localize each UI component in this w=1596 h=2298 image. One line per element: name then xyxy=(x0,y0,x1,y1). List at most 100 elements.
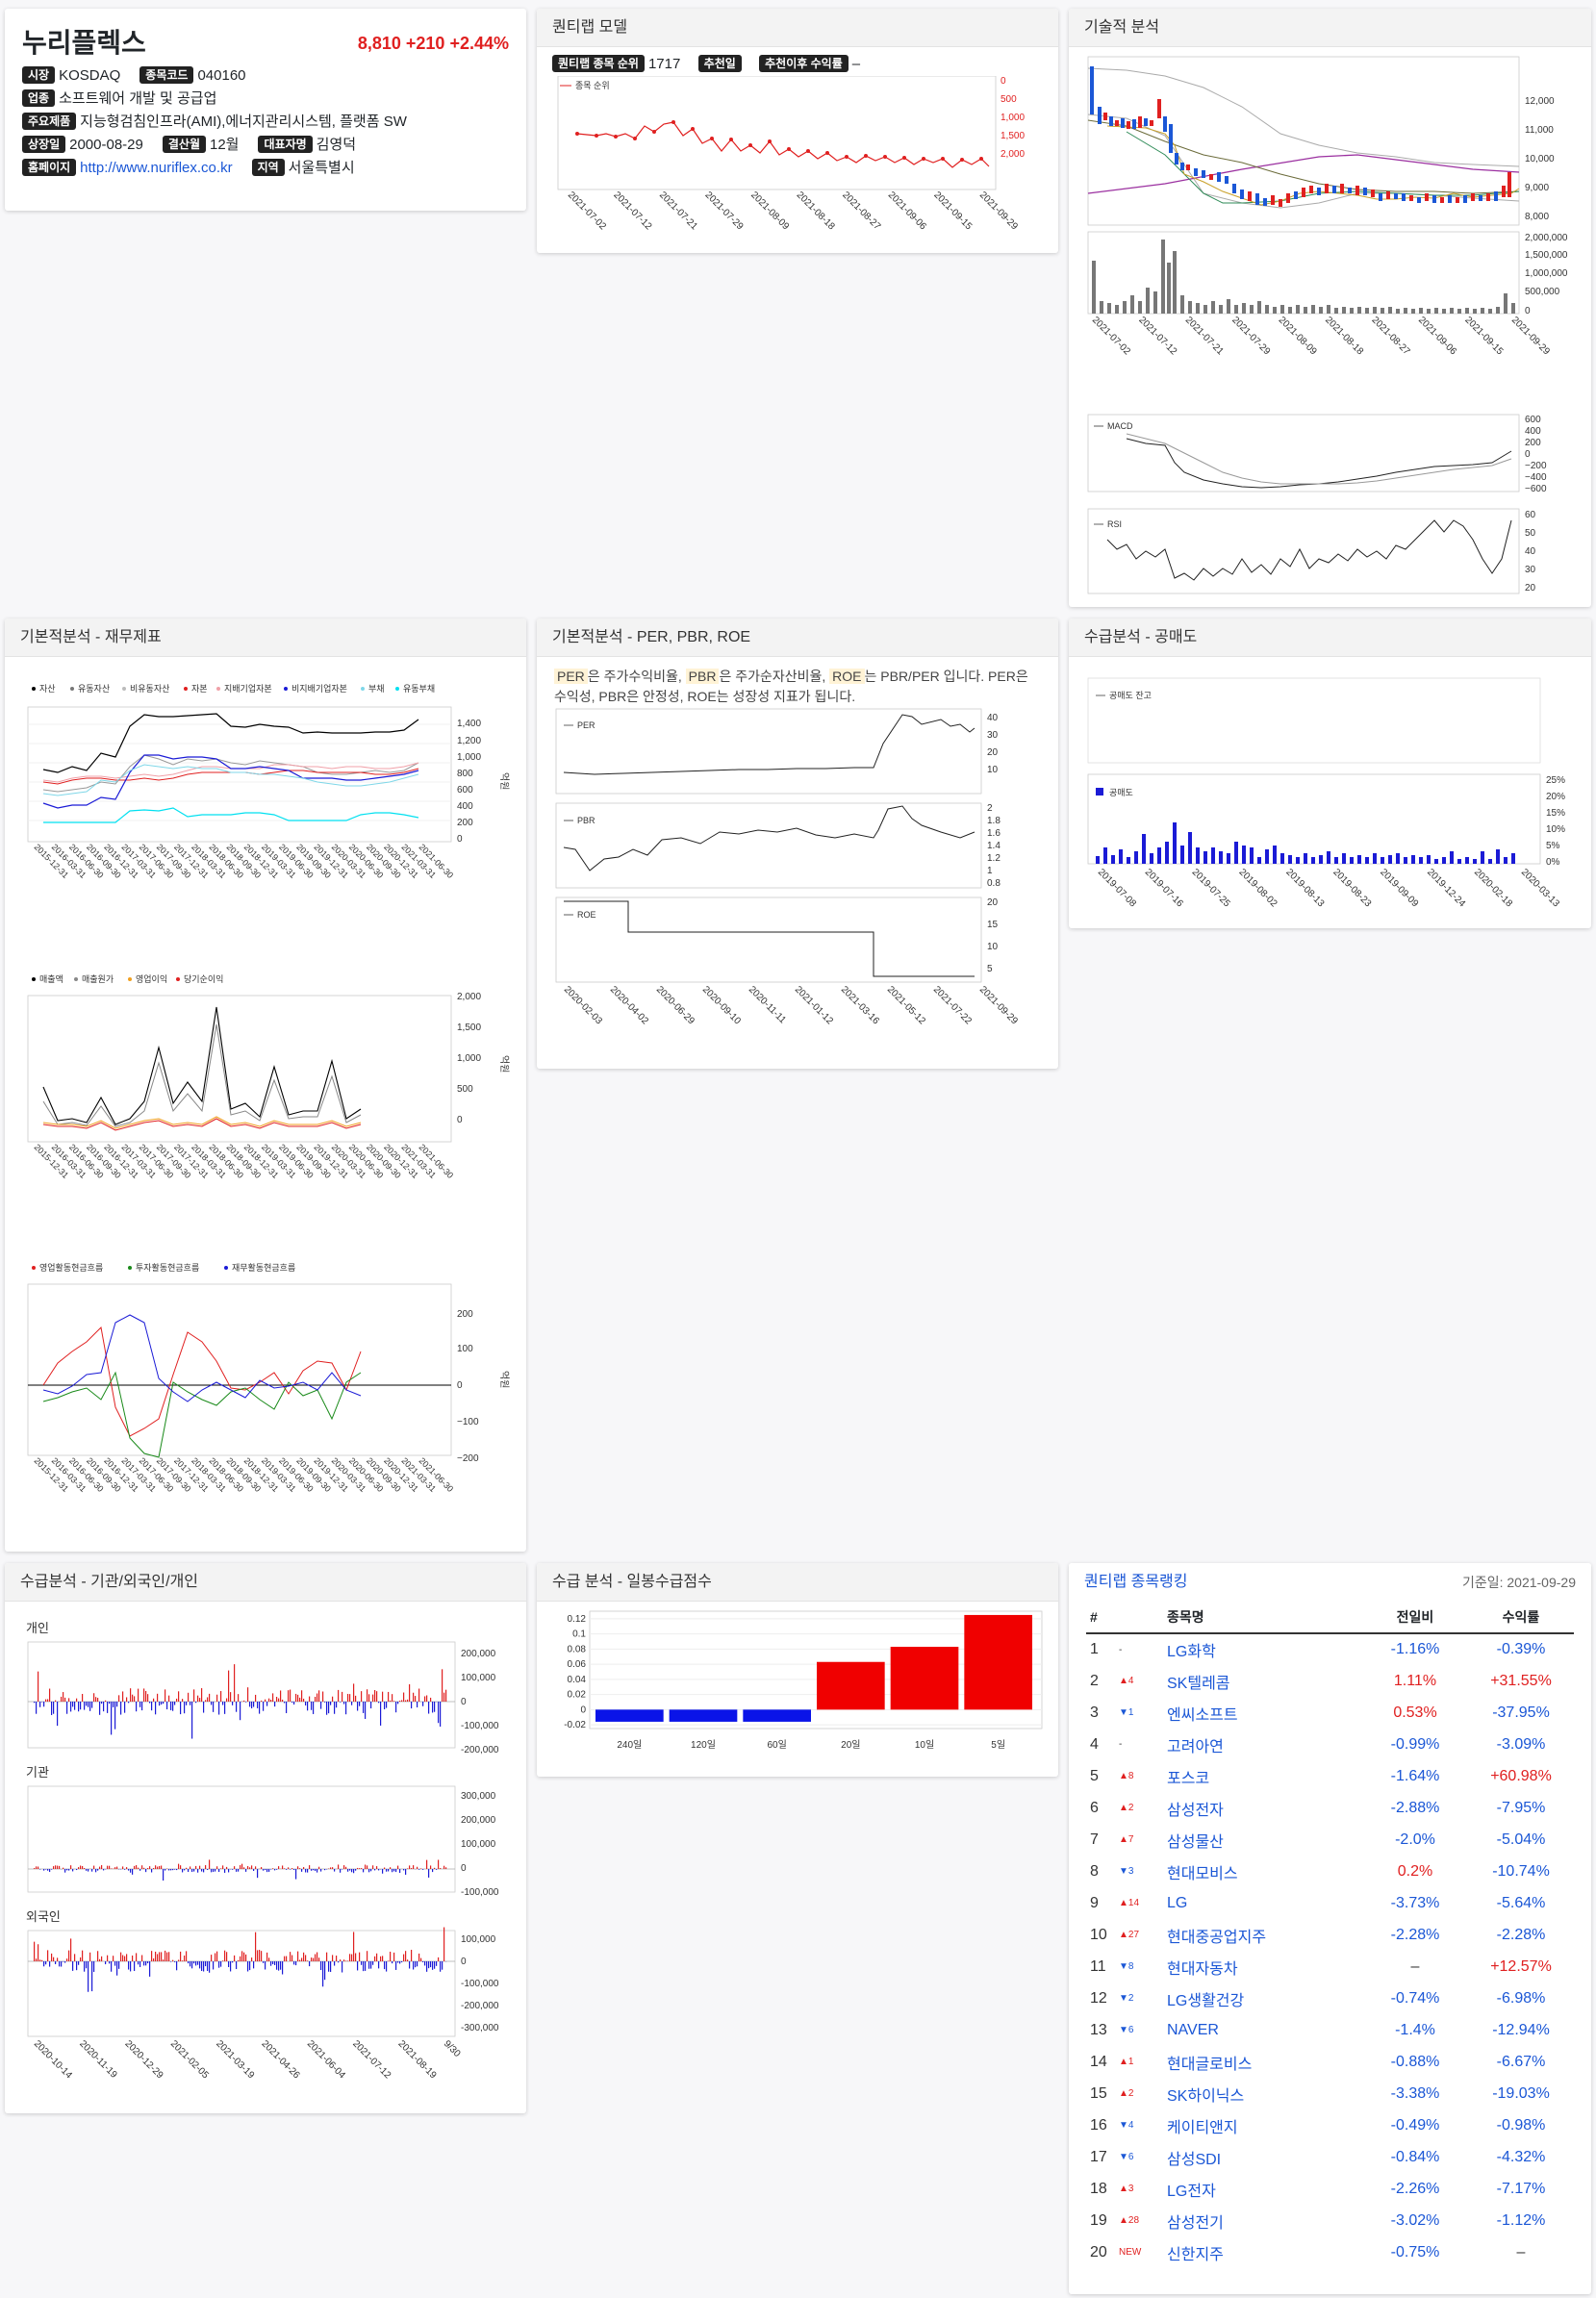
ranking-row[interactable]: 3 ▼1 엔씨소프트 0.53% -37.95% xyxy=(1086,1697,1574,1729)
pl-ytick: 500 xyxy=(457,1084,473,1095)
score-ytick: 0.1 xyxy=(572,1629,586,1640)
ranking-row[interactable]: 10 ▲27 현대중공업지주 -2.28% -2.28% xyxy=(1086,1919,1574,1951)
stock-name-link[interactable]: 현대중공업지주 xyxy=(1167,1929,1267,1946)
investor-flow-bar xyxy=(172,1702,174,1711)
bs-ytick: 600 xyxy=(457,785,473,795)
investor-flow-bar xyxy=(376,1866,378,1869)
ranking-row[interactable]: 14 ▲1 현대글로비스 -0.88% -6.67% xyxy=(1086,2046,1574,2078)
stock-name-link[interactable]: 삼성전자 xyxy=(1167,1802,1224,1819)
investor-flow-bar xyxy=(401,1700,403,1702)
ranking-row[interactable]: 19 ▲28 삼성전기 -3.02% -1.12% xyxy=(1086,2205,1574,2236)
stock-name-link[interactable]: 신한지주 xyxy=(1167,2246,1224,2263)
stock-name-link[interactable]: 포스코 xyxy=(1167,1770,1210,1787)
rank-number: 8 xyxy=(1090,1862,1099,1880)
stock-name-link[interactable]: 케이티앤지 xyxy=(1167,2119,1238,2136)
investor-flow-bar xyxy=(132,1955,134,1961)
score-ytick: 0 xyxy=(580,1705,586,1715)
ranking-row[interactable]: 2 ▲4 SK텔레콤 1.11% +31.55% xyxy=(1086,1665,1574,1697)
stock-name-link[interactable]: LG전자 xyxy=(1167,2183,1216,2200)
investor-flow-bar xyxy=(72,1869,74,1872)
investor-flow-bar xyxy=(41,1702,43,1703)
investor-flow-bar xyxy=(390,1700,392,1702)
investor-flow-bar xyxy=(172,1869,174,1871)
valuation-xtick: 2021-05-12 xyxy=(885,984,927,1026)
score-category-label: 240일 xyxy=(617,1739,642,1751)
return-value: -0.39% xyxy=(1496,1641,1546,1657)
stock-name-link[interactable]: 현대모비스 xyxy=(1167,1865,1238,1882)
ranking-row[interactable]: 12 ▼2 LG생활건강 -0.74% -6.98% xyxy=(1086,1982,1574,2014)
investor-flow-bar xyxy=(45,1869,47,1870)
homepage-link[interactable]: http://www.nuriflex.co.kr xyxy=(80,160,233,176)
ranking-row[interactable]: 20 NEW 신한지주 -0.75% – xyxy=(1086,2236,1574,2268)
price-ytick: 8,000 xyxy=(1525,212,1549,222)
products-badge: 주요제품 xyxy=(22,113,77,130)
investor-flow-bar xyxy=(380,1956,382,1961)
stock-name-link[interactable]: 삼성SDI xyxy=(1167,2151,1222,2168)
ranking-row[interactable]: 16 ▼4 케이티앤지 -0.49% -0.98% xyxy=(1086,2109,1574,2141)
return-value: -2.28% xyxy=(1496,1926,1546,1943)
investor-flow-bar xyxy=(438,1957,440,1961)
investor-flow-bar xyxy=(120,1952,122,1961)
stock-name-link[interactable]: SK하이닉스 xyxy=(1167,2087,1245,2105)
investor-flow-bar xyxy=(263,1869,265,1871)
ranking-row[interactable]: 5 ▲8 포스코 -1.64% +60.98% xyxy=(1086,1760,1574,1792)
roe-label: ROE xyxy=(577,910,596,920)
stock-name-link[interactable]: LG xyxy=(1167,1894,1188,1911)
ranking-row[interactable]: 6 ▲2 삼성전자 -2.88% -7.95% xyxy=(1086,1792,1574,1824)
ranking-row[interactable]: 15 ▲2 SK하이닉스 -3.38% -19.03% xyxy=(1086,2078,1574,2109)
rank-number: 6 xyxy=(1090,1799,1099,1816)
ranking-row[interactable]: 4 - 고려아연 -0.99% -3.09% xyxy=(1086,1729,1574,1760)
investor-flow-bar xyxy=(288,1867,290,1869)
investor-flow-bar xyxy=(147,1694,149,1702)
investor-flow-bar xyxy=(176,1869,178,1871)
quanti-model-title: 퀀티랩 모델 xyxy=(537,9,1058,47)
investor-flow-bar xyxy=(186,1867,188,1869)
investor-flow-bar xyxy=(230,1961,232,1972)
stock-name-link[interactable]: LG화학 xyxy=(1167,1644,1216,1660)
ranking-title[interactable]: 퀀티랩 종목랭킹 xyxy=(1084,1574,1188,1590)
ranking-row[interactable]: 18 ▲3 LG전자 -2.26% -7.17% xyxy=(1086,2173,1574,2205)
investor-flow-bar xyxy=(407,1868,409,1869)
ranking-row[interactable]: 1 - LG화학 -1.16% -0.39% xyxy=(1086,1633,1574,1665)
investor-flow-bar xyxy=(195,1702,197,1704)
investor-flow-bar xyxy=(357,1867,359,1869)
listing-row: 상장일 2000-08-29 결산월 12월 대표자명 김영덕 xyxy=(22,134,509,157)
homepage-badge: 홈페이지 xyxy=(22,159,77,176)
stock-name-link[interactable]: SK텔레콤 xyxy=(1167,1675,1230,1692)
investors-card: 수급분석 - 기관/외국인/개인 개인 200,000 100,000 0 -1… xyxy=(5,1563,526,2113)
day-change: -2.0% xyxy=(1395,1831,1435,1848)
investor-flow-bar xyxy=(257,1702,259,1708)
ranking-row[interactable]: 17 ▼6 삼성SDI -0.84% -4.32% xyxy=(1086,2141,1574,2173)
investor-flow-bar xyxy=(136,1953,138,1961)
stock-name-link[interactable]: NAVER xyxy=(1167,2021,1219,2038)
stock-name-link[interactable]: 삼성물산 xyxy=(1167,1833,1224,1851)
short-volume-label: 공매도 xyxy=(1109,788,1133,797)
investor-flow-bar xyxy=(374,1956,376,1961)
investor-flow-bar xyxy=(409,1865,411,1869)
stock-name-link[interactable]: 현대자동차 xyxy=(1167,1960,1238,1978)
investor-flow-bar xyxy=(338,1689,340,1702)
investor-flow-bar xyxy=(355,1869,357,1871)
investor-flow-bar xyxy=(291,1868,293,1869)
ranking-row[interactable]: 7 ▲7 삼성물산 -2.0% -5.04% xyxy=(1086,1824,1574,1856)
investor-flow-bar xyxy=(384,1867,386,1869)
investor-flow-bar xyxy=(261,1951,263,1961)
stock-name-link[interactable]: 삼성전기 xyxy=(1167,2214,1224,2232)
investor-flow-bar xyxy=(178,1691,180,1702)
rsi-ytick: 20 xyxy=(1525,583,1536,593)
investor-flow-bar xyxy=(351,1869,353,1873)
cf-ytick: −100 xyxy=(457,1417,479,1427)
stock-name-link[interactable]: LG생활건강 xyxy=(1167,1992,1245,2009)
ranking-row[interactable]: 13 ▼6 NAVER -1.4% -12.94% xyxy=(1086,2014,1574,2046)
bs-legend-item: 비지배기업자본 xyxy=(291,684,347,694)
ranking-row[interactable]: 8 ▼3 현대모비스 0.2% -10.74% xyxy=(1086,1856,1574,1887)
investor-flow-bar xyxy=(72,1961,74,1971)
stock-name-link[interactable]: 고려아연 xyxy=(1167,1738,1224,1755)
investor-flow-bar xyxy=(301,1690,303,1702)
investor-flow-bar xyxy=(161,1865,163,1869)
ranking-row[interactable]: 11 ▼8 현대자동차 – +12.57% xyxy=(1086,1951,1574,1982)
stock-name-link[interactable]: 현대글로비스 xyxy=(1167,2056,1253,2073)
stock-name-link[interactable]: 엔씨소프트 xyxy=(1167,1706,1238,1724)
ranking-row[interactable]: 9 ▲14 LG -3.73% -5.64% xyxy=(1086,1887,1574,1919)
investor-flow-bar xyxy=(261,1867,263,1869)
